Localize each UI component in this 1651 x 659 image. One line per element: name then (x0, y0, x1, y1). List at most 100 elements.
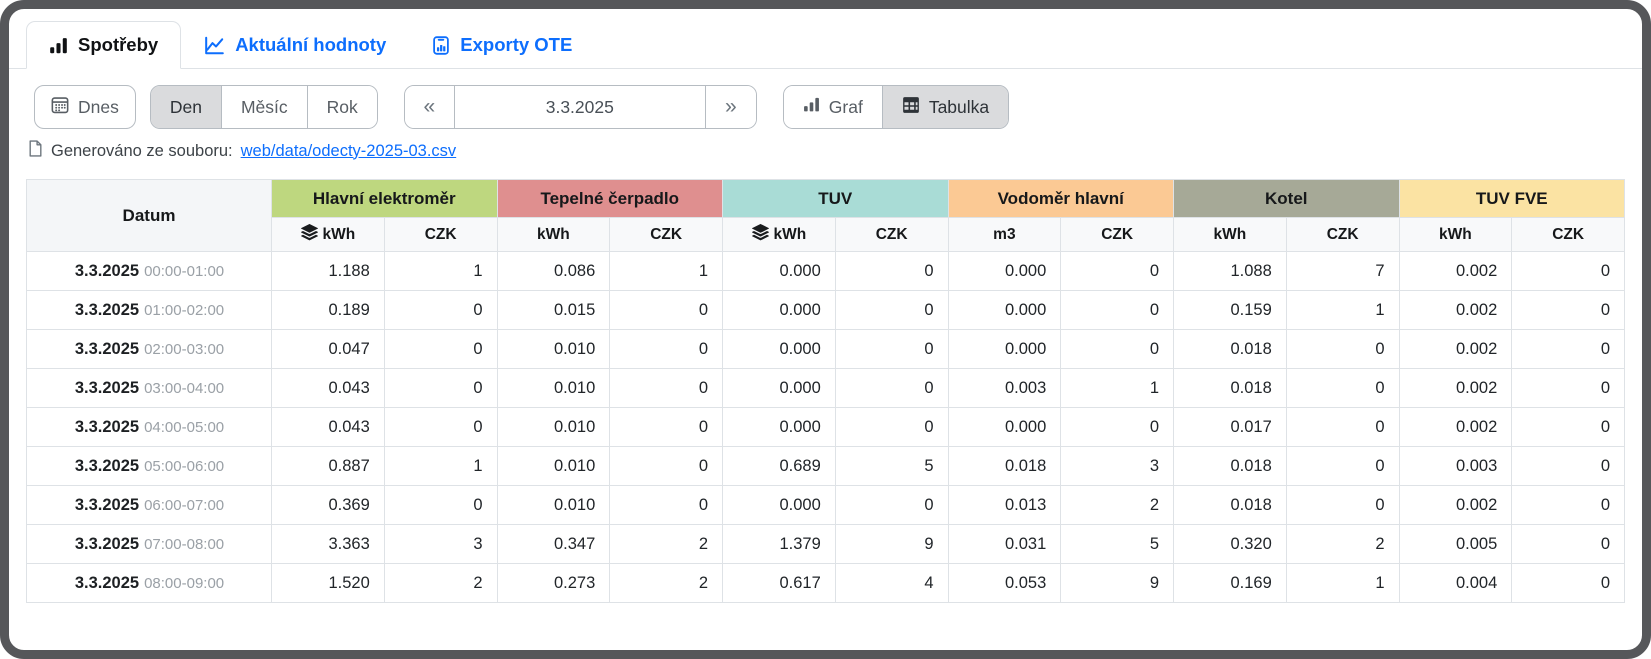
date-value: 3.3.2025 (74, 456, 140, 475)
value-cell: 0.002 (1398, 407, 1513, 447)
value-cell: 1.088 (1173, 251, 1287, 291)
period-rok[interactable]: Rok (307, 86, 377, 128)
date-cell: 3.3.2025 08:00-09:00 (26, 563, 272, 603)
date-value: 3.3.2025 (74, 261, 140, 280)
value-cell: 1.520 (271, 563, 385, 603)
date-cell: 3.3.2025 05:00-06:00 (26, 446, 272, 486)
value-cell: 1 (609, 251, 723, 291)
view-graf[interactable]: Graf (783, 86, 883, 128)
date-cell: 3.3.2025 02:00-03:00 (26, 329, 272, 369)
tab-exporty-ote[interactable]: Exporty OTE (409, 21, 595, 69)
value-cell: 0.003 (1398, 446, 1513, 486)
value-cell: 0.000 (722, 251, 836, 291)
next-button[interactable]: » (705, 86, 756, 128)
value-cell: 0.000 (722, 290, 836, 330)
date-cell: 3.3.2025 03:00-04:00 (26, 368, 272, 408)
value-cell: 0 (383, 290, 498, 330)
date-display[interactable]: 3.3.2025 (454, 86, 706, 128)
value-cell: 1 (383, 251, 498, 291)
value-cell: 0.010 (496, 329, 611, 369)
date-value: 3.3.2025 (74, 534, 140, 553)
value-cell: 5 (834, 446, 949, 486)
value-cell: 0.189 (271, 290, 385, 330)
value-cell: 0 (1285, 407, 1400, 447)
value-cell: 3 (1060, 446, 1174, 486)
value-cell: 0 (834, 329, 949, 369)
date-cell: 3.3.2025 01:00-02:00 (26, 290, 272, 330)
value-cell: 0 (1511, 563, 1625, 603)
unit-header: kWh (1173, 217, 1287, 252)
view-selector: Graf Tabulka (782, 85, 1010, 129)
value-cell: 0.002 (1398, 368, 1513, 408)
group-header: TUV FVE (1398, 179, 1625, 218)
value-cell: 0 (834, 251, 949, 291)
value-cell: 4 (834, 563, 949, 603)
value-cell: 3 (383, 524, 498, 564)
date-navigator: « 3.3.2025 » (403, 85, 757, 129)
value-cell: 0.689 (722, 446, 836, 486)
data-table: Datum Hlavní elektroměr Tepelné čerpadlo TU… (26, 179, 1625, 603)
view-tabulka[interactable]: Tabulka (882, 86, 1009, 128)
view-graf-label: Graf (828, 96, 863, 117)
value-cell: 1 (1060, 368, 1174, 408)
value-cell: 0 (1511, 485, 1625, 525)
value-cell: 0 (834, 485, 949, 525)
table-row: 3.3.2025 05:00-06:00 0.887 1 0.010 0 0.689 5 0.0… (26, 446, 1625, 486)
tab-label: Spotřeby (78, 34, 159, 55)
value-cell: 0.005 (1398, 524, 1513, 564)
today-button[interactable]: Dnes (34, 85, 136, 129)
group-header: Vodoměr hlavní (947, 179, 1174, 218)
unit-header: CZK (834, 217, 949, 252)
value-cell: 0 (1060, 407, 1174, 447)
tab-label: Exporty OTE (460, 34, 573, 55)
value-cell: 1 (1285, 290, 1400, 330)
value-cell: 0 (1511, 251, 1625, 291)
period-den[interactable]: Den (150, 86, 222, 128)
tab-spotreby[interactable]: Spotřeby (26, 21, 182, 69)
time-range: 02:00-03:00 (144, 340, 225, 358)
view-tabulka-label: Tabulka (928, 96, 990, 117)
generated-note: Generováno ze souboru: web/data/odecty-2… (28, 140, 1642, 162)
value-cell: 0 (1285, 446, 1400, 486)
prev-button[interactable]: « (404, 86, 455, 128)
value-cell: 1.379 (722, 524, 836, 564)
value-cell: 0.000 (722, 368, 836, 408)
period-mesic[interactable]: Měsíc (221, 86, 308, 128)
time-range: 01:00-02:00 (144, 301, 225, 319)
tab-aktualni-hodnoty[interactable]: Aktuální hodnoty (181, 21, 409, 69)
value-cell: 0.015 (496, 290, 611, 330)
value-cell: 0 (834, 407, 949, 447)
csv-link[interactable]: web/data/odecty-2025-03.csv (240, 141, 457, 160)
value-cell: 1.188 (271, 251, 385, 291)
value-cell: 0 (609, 446, 723, 486)
time-range: 03:00-04:00 (144, 379, 225, 397)
value-cell: 0.000 (722, 485, 836, 525)
value-cell: 1 (1285, 563, 1400, 603)
value-cell: 0 (1511, 329, 1625, 369)
datum-header: Datum (26, 179, 272, 252)
value-cell: 0.043 (271, 368, 385, 408)
value-cell: 0.047 (271, 329, 385, 369)
unit-header: CZK (1511, 217, 1625, 252)
value-cell: 0.010 (496, 446, 611, 486)
value-cell: 0 (1511, 407, 1625, 447)
value-cell: 0.043 (271, 407, 385, 447)
date-value: 3.3.2025 (74, 495, 140, 514)
value-cell: 0.018 (1173, 446, 1287, 486)
unit-header: CZK (609, 217, 723, 252)
value-cell: 2 (383, 563, 498, 603)
time-range: 00:00-01:00 (144, 262, 225, 280)
value-cell: 0.169 (1173, 563, 1287, 603)
value-cell: 0.000 (947, 290, 1062, 330)
tab-bar: Spotřeby Aktuální hodnoty Exporty OTE (9, 9, 1642, 69)
value-cell: 0 (1511, 290, 1625, 330)
table-row: 3.3.2025 01:00-02:00 0.189 0 0.015 0 0.000 0 0.0… (26, 290, 1625, 330)
value-cell: 0.017 (1173, 407, 1287, 447)
value-cell: 0.887 (271, 446, 385, 486)
today-label: Dnes (78, 96, 119, 117)
time-range: 05:00-06:00 (144, 457, 225, 475)
table-row: 3.3.2025 02:00-03:00 0.047 0 0.010 0 0.000 0 0.0… (26, 329, 1625, 369)
unit-header: kWh (496, 217, 611, 252)
value-cell: 0.013 (947, 485, 1062, 525)
date-cell: 3.3.2025 04:00-05:00 (26, 407, 272, 447)
